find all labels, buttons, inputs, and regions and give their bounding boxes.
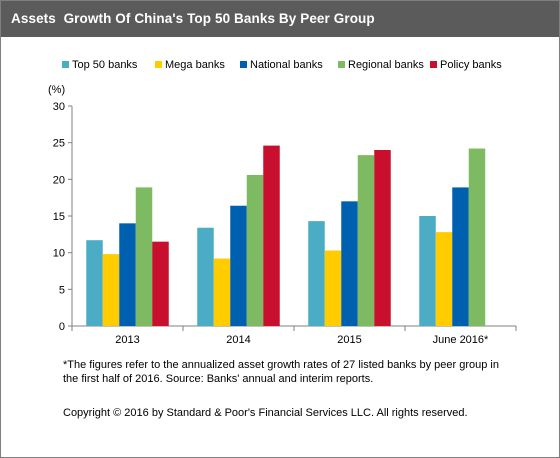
x-tick-label: 2015 xyxy=(337,334,361,346)
legend-swatch xyxy=(240,60,247,68)
title-bar: Assets Growth Of China's Top 50 Banks By… xyxy=(1,1,559,37)
chart-title: Assets Growth Of China's Top 50 Banks By… xyxy=(11,11,375,26)
y-tick-label: 20 xyxy=(53,174,65,186)
bar xyxy=(419,216,436,326)
y-tick-label: 15 xyxy=(53,211,65,223)
bar xyxy=(86,240,103,326)
bar xyxy=(324,250,342,326)
bar xyxy=(374,150,391,326)
copyright: Copyright © 2016 by Standard & Poor's Fi… xyxy=(63,407,468,419)
bar xyxy=(452,187,469,326)
bar xyxy=(308,221,325,326)
bar xyxy=(197,227,214,326)
bar xyxy=(435,232,453,326)
bar xyxy=(341,201,358,326)
y-tick-label: 10 xyxy=(53,248,65,260)
footnote: *The figures refer to the annualized ass… xyxy=(63,359,499,385)
legend-swatch xyxy=(338,60,345,68)
legend-swatch xyxy=(62,60,69,68)
bar xyxy=(246,174,264,326)
y-tick-label: 5 xyxy=(59,284,65,296)
x-tick-label: 2014 xyxy=(226,334,250,346)
bar xyxy=(119,223,136,326)
bar xyxy=(230,205,247,326)
legend-item: Regional banks xyxy=(338,59,424,71)
legend-label: Regional banks xyxy=(348,59,424,71)
x-tick-label: June 2016* xyxy=(433,334,489,346)
y-tick-label: 30 xyxy=(53,101,65,113)
legend-label: Top 50 banks xyxy=(72,59,138,71)
legend-label: Mega banks xyxy=(165,59,225,71)
y-tick-label: 25 xyxy=(53,138,65,150)
bar xyxy=(135,187,153,326)
legend-item: Policy banks xyxy=(430,59,502,71)
x-tick-label: 2013 xyxy=(115,334,139,346)
legend-label: National banks xyxy=(250,59,323,71)
bar xyxy=(468,148,486,326)
bar xyxy=(263,145,280,326)
legend-swatch xyxy=(430,60,437,68)
legend-swatch xyxy=(155,60,162,68)
bar xyxy=(102,254,120,326)
legend-item: Mega banks xyxy=(155,59,225,71)
bar xyxy=(213,258,231,326)
legend-item: National banks xyxy=(240,59,323,71)
bar xyxy=(152,241,169,326)
y-tick-label: 0 xyxy=(59,321,65,333)
y-unit-label: (%) xyxy=(48,84,65,96)
legend-item: Top 50 banks xyxy=(62,59,137,71)
bar xyxy=(357,155,375,326)
legend-label: Policy banks xyxy=(440,59,502,71)
